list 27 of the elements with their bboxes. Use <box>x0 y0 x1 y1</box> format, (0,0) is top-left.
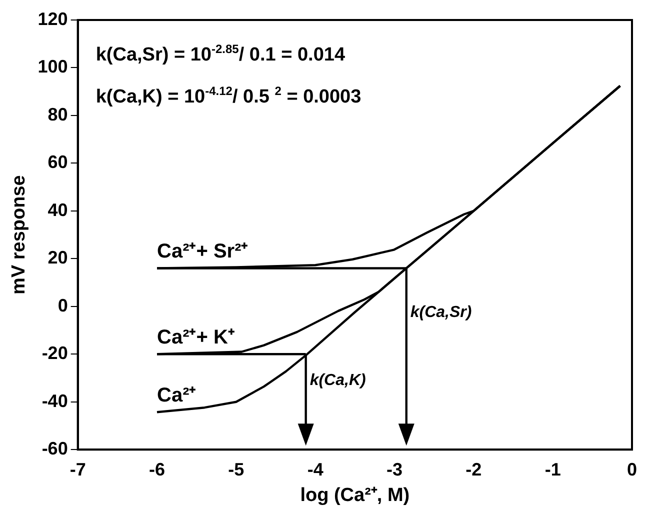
x-tick-label: -5 <box>228 459 244 480</box>
y-tick-label: 120 <box>38 8 68 29</box>
x-tick-label: -6 <box>148 459 166 480</box>
y-tick-label: 100 <box>38 56 68 77</box>
y-tick-label: 20 <box>48 248 68 268</box>
x-tick-label: -7 <box>70 459 86 480</box>
y-tick-label: -60 <box>42 438 68 459</box>
x-tick-label: -1 <box>544 459 561 480</box>
y-tick-label: 40 <box>48 200 68 220</box>
annotation: k(Ca,K) = 10$^{-4.12}$/ 0.5 $^{2}$ = 0.0003 <box>96 84 362 108</box>
annotation: k(Ca,Sr) <box>410 304 472 322</box>
y-tick-label: 0 <box>58 295 68 316</box>
x-tick-label: -4 <box>307 459 324 480</box>
y-tick-label: -20 <box>42 343 68 364</box>
x-tick-label: -2 <box>466 459 482 480</box>
series-label: Ca²⁺+ Sr²⁺ <box>157 240 248 263</box>
y-axis-title: mV response <box>8 175 30 294</box>
y-tick-label: 80 <box>48 104 68 124</box>
y-tick-label: -40 <box>42 390 68 411</box>
y-tick-label: 60 <box>48 152 68 172</box>
annotation: k(Ca,Sr) = 10$^{-2.85}$/ 0.1 = 0.014 <box>96 42 346 66</box>
annotation: k(Ca,K) <box>310 372 366 390</box>
series-label: Ca²⁺+ K⁺ <box>157 326 235 349</box>
series-label: Ca²⁺ <box>157 384 196 407</box>
x-axis-title: log (Ca²⁺, M) <box>300 484 410 506</box>
x-tick-label: -3 <box>386 459 403 480</box>
x-tick-label: 0 <box>626 459 638 480</box>
